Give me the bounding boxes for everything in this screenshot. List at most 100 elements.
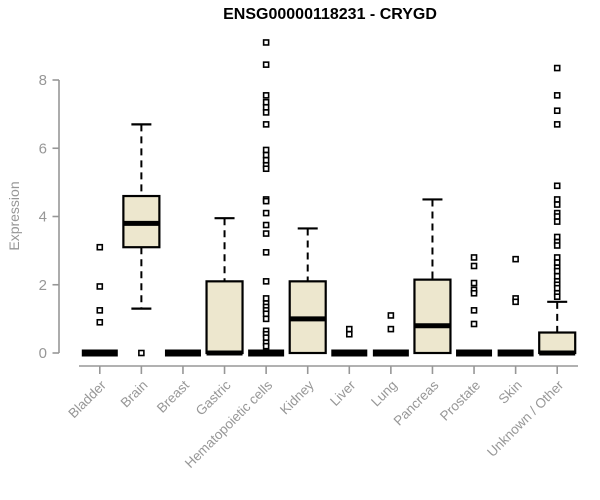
outlier-point — [553, 293, 561, 300]
x-tick-label-unknown-other: Unknown / Other — [484, 377, 567, 460]
outlier-point — [262, 342, 270, 350]
outlier-point — [553, 196, 561, 203]
outlier-point — [262, 209, 270, 217]
boxplot-lung — [372, 312, 409, 357]
outlier-point — [553, 233, 561, 241]
outlier-point — [470, 279, 478, 287]
outlier-point — [262, 92, 270, 99]
outlier-point — [262, 315, 270, 323]
y-axis: 0 2 4 6 8 — [39, 72, 60, 362]
outlier-point — [553, 218, 561, 225]
outlier-point — [553, 254, 561, 261]
y-tick-label: 2 — [39, 277, 47, 294]
boxplot-hematopoietic-cells — [248, 39, 285, 357]
outlier-point — [553, 284, 561, 292]
boxplot-prostate — [456, 254, 493, 357]
collapsed-box — [497, 349, 534, 357]
y-tick-label: 6 — [39, 140, 47, 157]
outlier-point — [262, 151, 270, 159]
outlier-point — [262, 295, 270, 302]
x-tick-label-skin: Skin — [496, 378, 525, 407]
outlier-point — [262, 98, 270, 106]
outlier-point — [96, 283, 104, 290]
outlier-point — [553, 267, 561, 275]
outlier-point — [553, 121, 561, 128]
outlier-point — [470, 262, 478, 270]
y-tick-label: 4 — [39, 209, 47, 226]
outlier-point — [470, 307, 478, 314]
boxplot-bladder — [81, 243, 118, 357]
outlier-point — [470, 254, 478, 261]
outlier-point — [345, 330, 353, 338]
x-tick-label-pancreas: Pancreas — [391, 377, 442, 428]
outlier-point — [553, 242, 561, 249]
x-tick-label-bladder: Bladder — [65, 377, 109, 421]
outlier-point — [553, 92, 561, 99]
outlier-point — [470, 320, 478, 328]
y-tick-label: 0 — [39, 345, 47, 362]
outlier-point — [387, 325, 395, 333]
collapsed-box — [164, 349, 201, 357]
outlier-point — [512, 255, 519, 263]
outlier-point — [262, 61, 270, 68]
x-tick-label-lung: Lung — [368, 378, 400, 410]
x-tick-label-liver: Liver — [327, 377, 359, 409]
outlier-point — [262, 197, 270, 205]
collapsed-box — [81, 349, 118, 357]
x-tick-label-brain: Brain — [118, 378, 151, 411]
outlier-point — [470, 289, 478, 297]
outlier-point — [262, 334, 270, 341]
outlier-point — [553, 213, 561, 220]
iqr-box — [413, 278, 452, 355]
outlier-point — [96, 307, 104, 314]
outlier-point — [262, 39, 270, 46]
boxplot-kidney — [288, 227, 327, 355]
x-tick-label-kidney: Kidney — [277, 377, 317, 417]
outlier-point — [262, 310, 270, 318]
outlier-point — [553, 182, 561, 190]
x-tick-label-prostate: Prostate — [437, 378, 483, 424]
outlier-point — [262, 146, 270, 154]
outlier-point — [387, 312, 395, 319]
boxplot-brain — [122, 123, 161, 357]
outlier-point — [96, 318, 104, 326]
x-tick-label-breast: Breast — [154, 377, 192, 415]
boxplot-liver — [331, 325, 368, 357]
outlier-point — [262, 278, 270, 285]
outlier-point — [262, 221, 270, 229]
outlier-point — [553, 201, 561, 208]
outlier-point — [553, 272, 561, 280]
outlier-point — [553, 259, 561, 266]
x-tick-label-gastric: Gastric — [193, 377, 234, 418]
outlier-point — [262, 109, 270, 116]
boxplot-unknown-other — [538, 64, 577, 356]
outlier-point — [96, 243, 104, 251]
collapsed-box — [248, 349, 285, 357]
outlier-point — [512, 298, 519, 306]
outlier-point — [262, 121, 270, 128]
y-axis-label: Expression — [6, 181, 22, 251]
outlier-point — [345, 325, 353, 333]
collapsed-box — [456, 349, 493, 357]
outlier-point — [553, 64, 561, 72]
outlier-point — [553, 107, 561, 115]
y-tick-label: 8 — [39, 72, 47, 89]
outlier-point — [262, 165, 270, 173]
boxplot-skin — [497, 255, 534, 357]
collapsed-box — [372, 349, 409, 357]
outlier-point — [262, 104, 270, 111]
outlier-point — [138, 349, 145, 357]
boxplot-pancreas — [413, 198, 452, 355]
iqr-box — [538, 331, 577, 355]
outlier-point — [262, 156, 270, 164]
outlier-point — [262, 249, 270, 256]
collapsed-box — [331, 349, 368, 357]
chart-title: ENSG00000118231 - CRYGD — [223, 6, 437, 23]
outlier-point — [262, 230, 270, 237]
boxplot-gastric — [205, 217, 244, 356]
boxplot-breast — [164, 349, 201, 357]
iqr-box — [205, 280, 244, 355]
